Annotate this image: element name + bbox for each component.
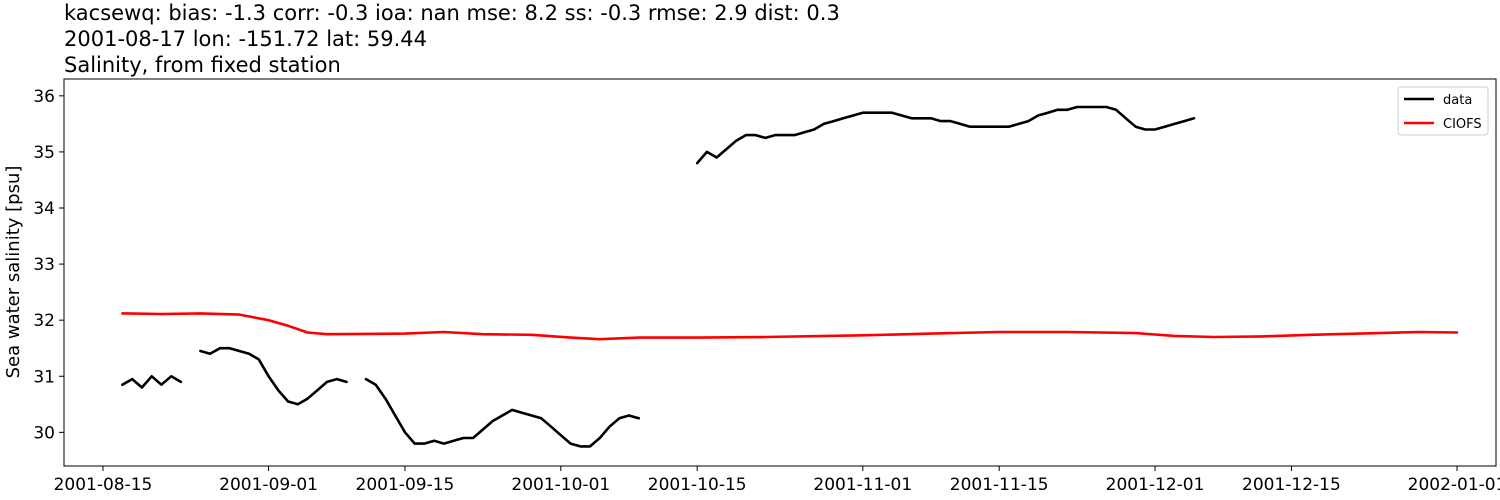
x-tick-label: 2001-10-01 xyxy=(511,475,610,495)
x-tick-label: 2001-10-15 xyxy=(648,475,747,495)
series-data-line xyxy=(364,377,641,448)
x-tick-label: 2001-12-01 xyxy=(1106,475,1205,495)
y-tick-label: 34 xyxy=(33,199,55,219)
legend-label-ciofs: CIOFS xyxy=(1443,117,1482,132)
x-tick-label: 2001-08-15 xyxy=(54,475,153,495)
x-tick-label: 2002-01-01 xyxy=(1408,475,1500,495)
x-tick-label: 2001-11-15 xyxy=(950,475,1049,495)
x-tick-label: 2001-11-01 xyxy=(813,475,912,495)
x-tick-label: 2001-09-15 xyxy=(356,475,455,495)
series-data-line xyxy=(199,346,348,406)
y-tick-label: 35 xyxy=(33,143,55,163)
series-data-line xyxy=(695,105,1196,165)
x-tick-label: 2001-09-01 xyxy=(219,475,318,495)
plot-area-frame xyxy=(63,78,1497,467)
legend: data CIOFS xyxy=(1397,86,1489,136)
title-line-variable: Salinity, from fixed station xyxy=(64,53,341,77)
y-tick-label: 30 xyxy=(33,423,55,443)
y-tick-label: 31 xyxy=(33,367,55,387)
x-axis: 2001-08-15 2001-09-01 2001-09-15 2001-10-01… xyxy=(54,466,1500,495)
y-tick-label: 36 xyxy=(33,87,55,107)
series-data-line xyxy=(121,374,183,389)
chart-title: kacsewq: bias: -1.3 corr: -0.3 ioa: nan … xyxy=(64,0,840,78)
y-tick-label: 33 xyxy=(33,255,55,275)
y-tick-label: 32 xyxy=(33,311,55,331)
series-layer xyxy=(121,105,1459,448)
x-tick-label: 2001-12-15 xyxy=(1242,475,1341,495)
title-line-location: 2001-08-17 lon: -151.72 lat: 59.44 xyxy=(64,27,427,51)
series-ciofs-line xyxy=(121,312,1459,341)
title-line-stats: kacsewq: bias: -1.3 corr: -0.3 ioa: nan … xyxy=(64,1,840,25)
legend-label-data: data xyxy=(1443,93,1472,108)
y-axis: 30 31 32 33 34 35 36 xyxy=(33,87,64,443)
y-axis-label: Sea water salinity [psu] xyxy=(3,166,24,379)
